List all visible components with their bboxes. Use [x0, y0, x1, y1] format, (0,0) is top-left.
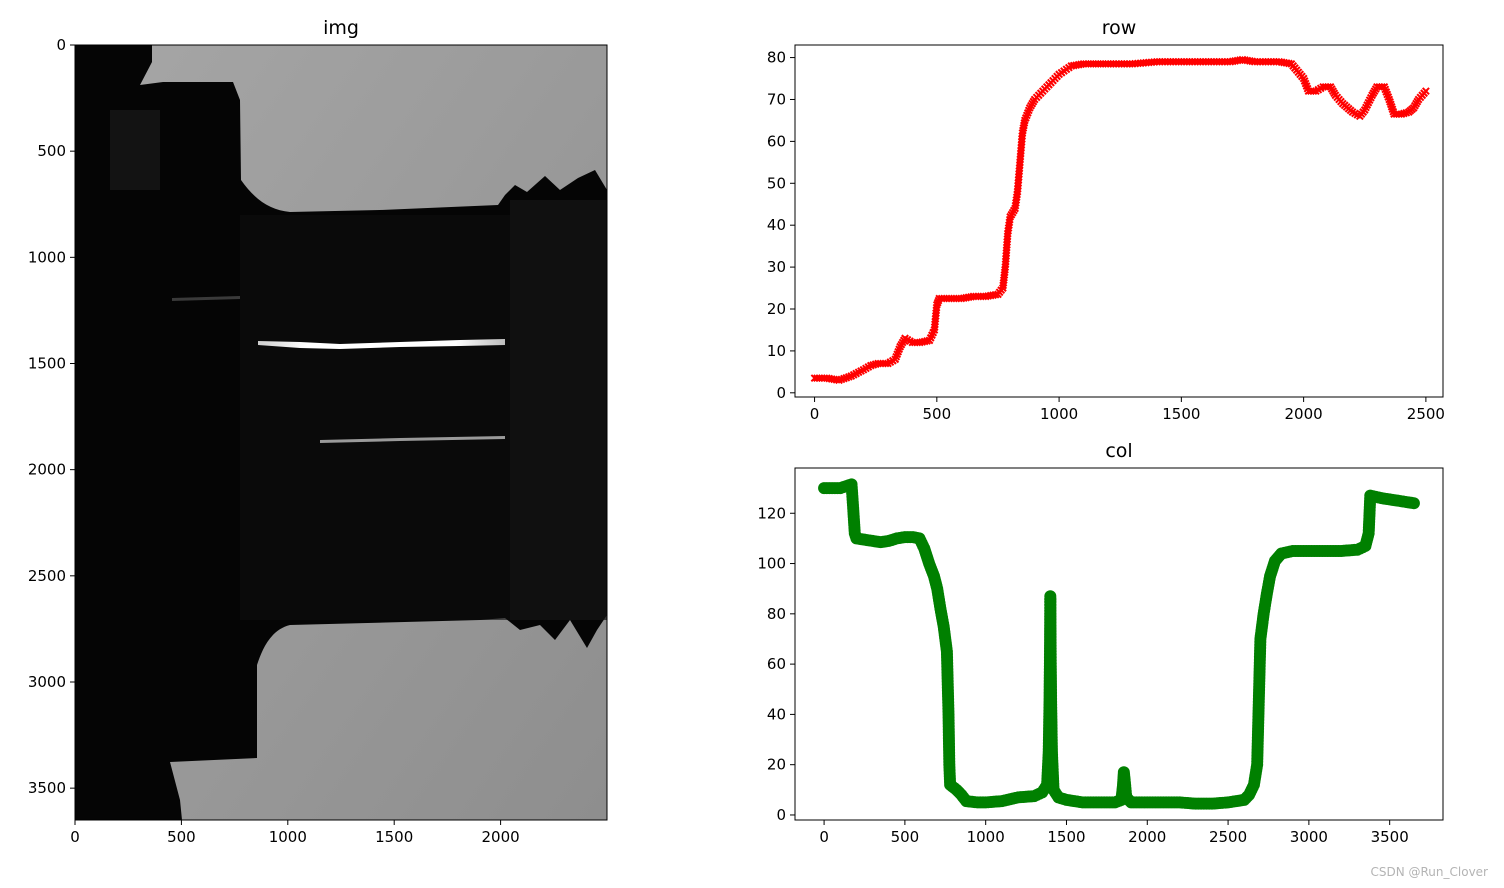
col-series: [818, 478, 1420, 810]
row-x-tick-label: 1000: [1040, 405, 1078, 423]
col-axes: col 0 500 1000 1500 2000 2500 3000 3500 0 20 40 60…: [757, 440, 1444, 846]
row-series: [810, 55, 1430, 385]
image-x-tick-label: 500: [167, 828, 196, 846]
image-x-tick-label: 1500: [375, 828, 413, 846]
row-title: row: [1102, 17, 1137, 39]
image-y-tick-label: 2500: [28, 567, 66, 585]
image-content: [75, 45, 607, 820]
image-y-tick-label: 3500: [28, 779, 66, 797]
col-title: col: [1105, 440, 1132, 462]
row-y-ticks: 0 10 20 30 40 50 60 70 80: [767, 49, 795, 402]
row-y-tick-label: 70: [767, 90, 786, 108]
row-x-ticks: 0 500 1000 1500 2000 2500: [810, 397, 1445, 423]
col-y-tick-label: 80: [767, 605, 786, 623]
row-y-tick-label: 40: [767, 216, 786, 234]
row-data-point: [1421, 87, 1430, 96]
row-y-tick-label: 50: [767, 174, 786, 192]
col-x-tick-label: 3500: [1371, 828, 1409, 846]
col-x-tick-label: 2000: [1128, 828, 1166, 846]
image-x-ticks: 0 500 1000 1500 2000: [70, 820, 520, 846]
col-y-tick-label: 100: [757, 555, 786, 573]
row-y-tick-label: 60: [767, 132, 786, 150]
col-y-tick-label: 20: [767, 756, 786, 774]
row-x-tick-label: 2000: [1285, 405, 1323, 423]
image-y-tick-label: 3000: [28, 673, 66, 691]
image-y-tick-label: 0: [56, 36, 66, 54]
row-y-tick-label: 20: [767, 300, 786, 318]
image-y-tick-label: 500: [37, 142, 66, 160]
row-x-tick-label: 0: [810, 405, 820, 423]
col-data-point: [1407, 497, 1420, 510]
col-y-ticks: 0 20 40 60 80 100 120: [757, 504, 795, 824]
image-x-tick-label: 1000: [269, 828, 307, 846]
col-x-tick-label: 3000: [1290, 828, 1328, 846]
image-y-tick-label: 1000: [28, 248, 66, 266]
row-y-tick-label: 10: [767, 342, 786, 360]
col-x-tick-label: 500: [891, 828, 920, 846]
row-y-tick-label: 30: [767, 258, 786, 276]
row-x-tick-label: 500: [923, 405, 952, 423]
row-x-tick-label: 1500: [1162, 405, 1200, 423]
col-y-tick-label: 120: [757, 504, 786, 522]
col-x-tick-label: 1000: [967, 828, 1005, 846]
image-y-tick-label: 2000: [28, 461, 66, 479]
col-x-tick-label: 2500: [1209, 828, 1247, 846]
col-x-ticks: 0 500 1000 1500 2000 2500 3000 3500: [819, 820, 1409, 846]
col-y-tick-label: 60: [767, 655, 786, 673]
image-x-tick-label: 2000: [482, 828, 520, 846]
row-y-tick-label: 80: [767, 49, 786, 67]
image-axes: img 0 500 1000 1500 2000 0 500 1000 1500 2000 250…: [28, 17, 608, 846]
image-title: img: [323, 17, 359, 39]
col-y-tick-label: 0: [776, 806, 786, 824]
col-y-tick-label: 40: [767, 705, 786, 723]
image-x-tick-label: 0: [70, 828, 80, 846]
row-axes: row 0 500 1000 1500 2000 2500 0 10 20 30 40 50 60 70…: [767, 17, 1445, 423]
col-x-tick-label: 0: [819, 828, 829, 846]
watermark: CSDN @Run_Clover: [1370, 865, 1488, 879]
image-y-tick-label: 1500: [28, 354, 66, 372]
image-y-ticks: 0 500 1000 1500 2000 2500 3000 3500: [28, 36, 75, 797]
row-x-tick-label: 2500: [1407, 405, 1445, 423]
row-y-tick-label: 0: [776, 384, 786, 402]
col-x-tick-label: 1500: [1047, 828, 1085, 846]
